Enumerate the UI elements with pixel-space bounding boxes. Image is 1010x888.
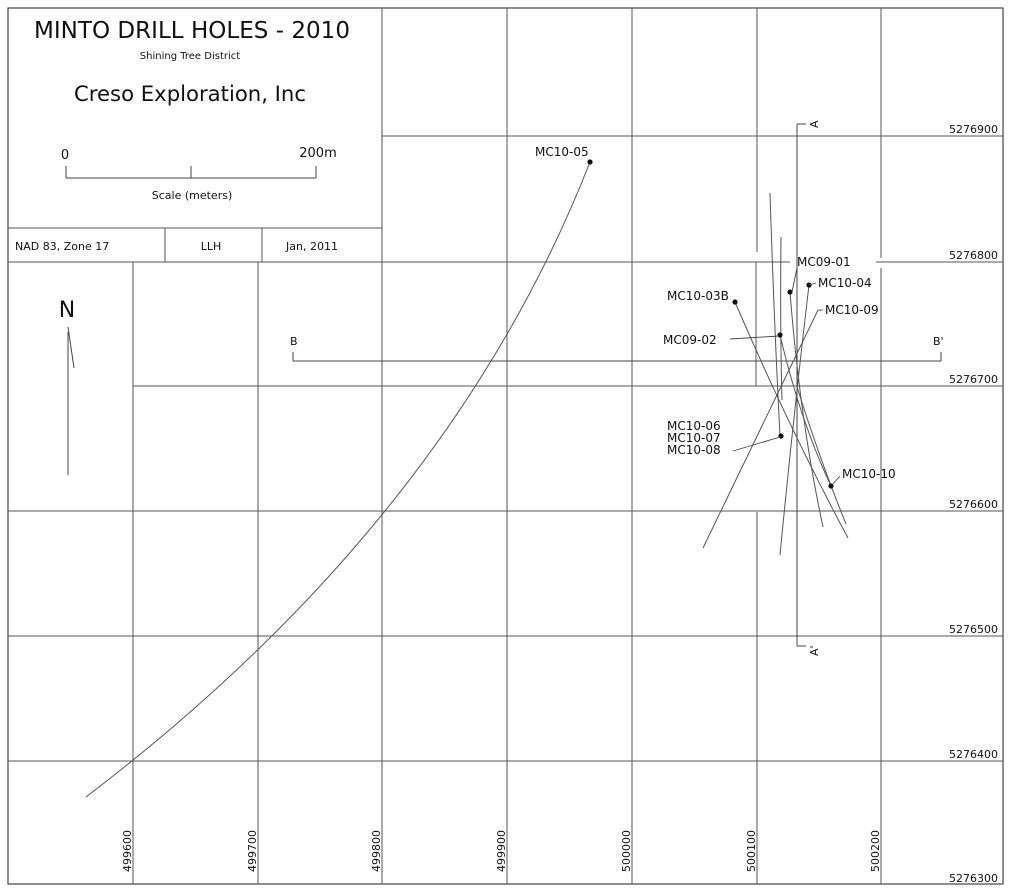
easting-label: 499800 (370, 830, 383, 872)
section-line-b: B B' (290, 335, 944, 362)
drill-hole-label-mc10-07: MC10-07 (667, 431, 721, 445)
easting-label: 499700 (246, 830, 259, 872)
northing-labels: 5276900 5276800 5276700 5276600 5276500 … (949, 123, 998, 885)
company-name: Creso Exploration, Inc (74, 82, 306, 106)
drill-hole-labels: MC10-05 MC09-01 MC10-04 MC10-03B MC10-09… (535, 145, 896, 481)
easting-labels: 499600 499700 499800 499900 500000 50010… (121, 830, 882, 872)
easting-label: 500200 (869, 830, 882, 872)
northing-label: 5276300 (949, 872, 998, 885)
leader-mc10-04 (808, 282, 817, 286)
title-block: MINTO DRILL HOLES - 2010 Shining Tree Di… (8, 8, 383, 262)
label-leaders (729, 267, 841, 486)
trace-mc10-09 (702, 309, 819, 549)
trace-mc10-05 (85, 161, 591, 798)
trace-upper-4 (796, 386, 847, 525)
north-arrow: N (59, 298, 75, 475)
section-a-label: A (808, 120, 821, 128)
trace-upper-1 (769, 192, 781, 437)
section-b-prime-label: B' (933, 335, 944, 348)
drill-hole-label-mc09-01: MC09-01 (797, 255, 851, 269)
northing-label: 5276800 (949, 249, 998, 262)
scale-start-label: 0 (61, 148, 69, 163)
collar-mc10-03b (732, 299, 738, 305)
easting-label: 500100 (745, 830, 758, 872)
trace-mc09-02 (779, 334, 832, 487)
easting-label: 499600 (121, 830, 134, 872)
drill-hole-traces (85, 161, 849, 798)
trace-upper-2 (780, 236, 783, 401)
scale-caption: Scale (meters) (152, 189, 233, 202)
leader-mc10-06 (732, 436, 781, 452)
collar-mc10-05 (587, 159, 593, 165)
drill-hole-label-mc10-05: MC10-05 (535, 145, 589, 159)
trace-mc10-04 (779, 284, 810, 556)
collar-mc09-02 (777, 332, 783, 338)
datum-label: NAD 83, Zone 17 (15, 240, 109, 253)
north-arrow-head-icon (67, 326, 75, 369)
author-label: LLH (201, 240, 222, 253)
northing-label: 5276600 (949, 498, 998, 511)
map-title: MINTO DRILL HOLES - 2010 (34, 18, 350, 44)
northing-label: 5276400 (949, 748, 998, 761)
north-arrow-label: N (59, 298, 75, 323)
drill-hole-label-mc10-10: MC10-10 (842, 467, 896, 481)
drill-hole-label-mc10-08: MC10-08 (667, 443, 721, 457)
easting-label: 499900 (495, 830, 508, 872)
drill-hole-label-mc10-09: MC10-09 (825, 303, 879, 317)
leader-mc10-10 (831, 475, 841, 486)
scale-bar: 0 200m Scale (meters) (61, 146, 337, 202)
trace-mc09-01 (789, 291, 824, 528)
collar-mc09-01 (787, 289, 793, 295)
section-a-prime-label: A' (808, 645, 821, 656)
section-b-label: B (290, 335, 298, 348)
northing-label: 5276700 (949, 373, 998, 386)
trace-mc10-03b (734, 301, 849, 539)
leader-mc09-02 (729, 335, 780, 340)
district-name: Shining Tree District (140, 51, 240, 62)
section-line-a: A A' (796, 120, 821, 656)
date-label: Jan, 2011 (285, 240, 338, 253)
collar-mc10-06 (778, 433, 784, 439)
drill-hole-label-mc10-06: MC10-06 (667, 419, 721, 433)
scale-end-label: 200m (299, 146, 336, 161)
northing-label: 5276900 (949, 123, 998, 136)
northing-label: 5276500 (949, 623, 998, 636)
leader-mc09-01 (791, 267, 798, 293)
grid-lines (8, 8, 1003, 884)
drill-hole-label-mc10-04: MC10-04 (818, 276, 872, 290)
easting-label: 500000 (620, 830, 633, 872)
drill-hole-label-mc09-02: MC09-02 (663, 333, 717, 347)
map-frame (7, 7, 1004, 885)
drill-hole-label-mc10-03b: MC10-03B (667, 289, 729, 303)
